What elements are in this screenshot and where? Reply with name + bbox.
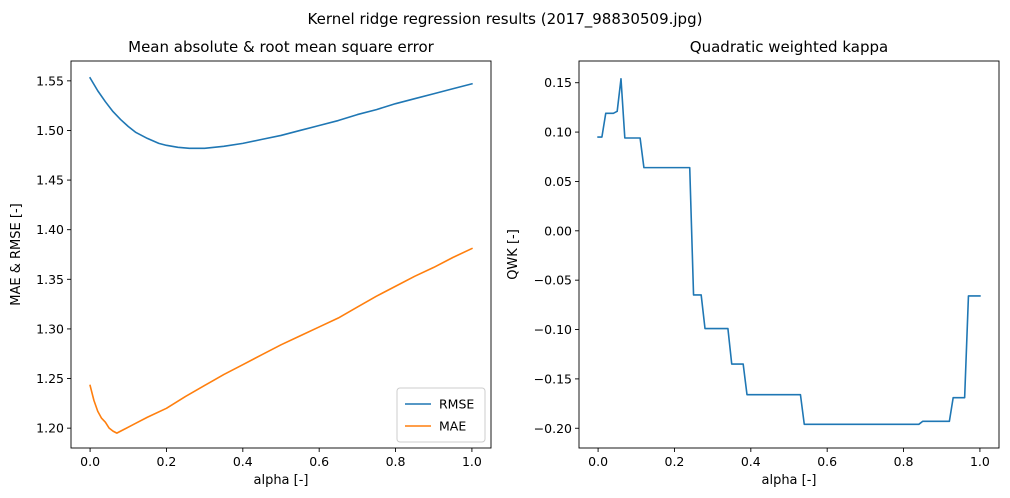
kappa-axes: Quadratic weighted kappa 0.0 0.2 0.4 0.6 0.8 1… xyxy=(506,38,1000,488)
chart-0-x-tick-label: 0.0 xyxy=(80,454,100,469)
chart-0-y-tick-label: 1.35 xyxy=(36,272,64,287)
chart-0-x-tick-label: 0.6 xyxy=(309,454,329,469)
chart-1-y-tick-label: 0.05 xyxy=(544,174,572,189)
chart-1-y-tick-label: −0.05 xyxy=(534,273,572,288)
figure-suptitle: Kernel ridge regression results (2017_98… xyxy=(308,10,703,29)
chart-1-y-tick-label: −0.15 xyxy=(534,371,572,386)
chart-0-y-tick-label: 1.45 xyxy=(36,173,64,188)
chart-1-x-tick-label: 0.4 xyxy=(741,454,761,469)
chart-0-y-tick-label: 1.55 xyxy=(36,73,64,88)
chart-1-x-tick-label: 0.2 xyxy=(665,454,685,469)
chart-0-legend-label-rmse: RMSE xyxy=(439,397,474,412)
chart-1-frame xyxy=(578,60,1000,449)
chart-1-y-tick-label: 0.00 xyxy=(544,223,572,238)
chart-0-x-tick-label: 0.2 xyxy=(157,454,177,469)
chart-0-legend-box xyxy=(396,387,486,443)
chart-0-legend: RMSE MAE xyxy=(396,387,486,443)
chart-1-y-tick-label: −0.10 xyxy=(534,322,572,337)
error-axes: Mean absolute & root mean square error 0.… xyxy=(9,38,492,488)
chart-0-x-tick-label: 0.8 xyxy=(386,454,406,469)
chart-1-x-tick-label: 0.6 xyxy=(817,454,837,469)
chart-0-x-tick-label: 0.4 xyxy=(233,454,253,469)
chart-0-y-tick-label: 1.40 xyxy=(36,222,64,237)
chart-0-y-tick-label: 1.20 xyxy=(36,421,64,436)
chart-0-x-tick-label: 1.0 xyxy=(462,454,482,469)
chart-0-mae-line xyxy=(89,247,473,434)
chart-0-legend-label-mae: MAE xyxy=(439,419,466,434)
chart-1-y-axis-label: QWK [-] xyxy=(506,229,521,280)
chart-0-y-axis-label: MAE & RMSE [-] xyxy=(9,203,24,305)
chart-1-y-tick-label: 0.10 xyxy=(544,125,572,140)
chart-1-y-tick-label: −0.20 xyxy=(534,421,572,436)
chart-0-y-tick-label: 1.30 xyxy=(36,321,64,336)
chart-0-frame xyxy=(70,60,492,449)
chart-0-y-tick-label: 1.25 xyxy=(36,371,64,386)
chart-1-series-0-line xyxy=(597,77,981,426)
chart-1-x-tick-label: 0.0 xyxy=(588,454,608,469)
chart-0-x-axis-label: alpha [-] xyxy=(253,473,308,488)
chart-1-x-tick-label: 0.8 xyxy=(894,454,914,469)
chart-1-x-tick-label: 1.0 xyxy=(970,454,990,469)
chart-0-rmse-line xyxy=(88,76,473,150)
chart-0-title: Mean absolute & root mean square error xyxy=(128,38,435,56)
chart-0-y-tick-label: 1.50 xyxy=(36,123,64,138)
chart-1-x-axis-label: alpha [-] xyxy=(761,473,816,488)
chart-1-title: Quadratic weighted kappa xyxy=(690,38,888,56)
chart-1-y-tick-label: 0.15 xyxy=(544,75,572,90)
